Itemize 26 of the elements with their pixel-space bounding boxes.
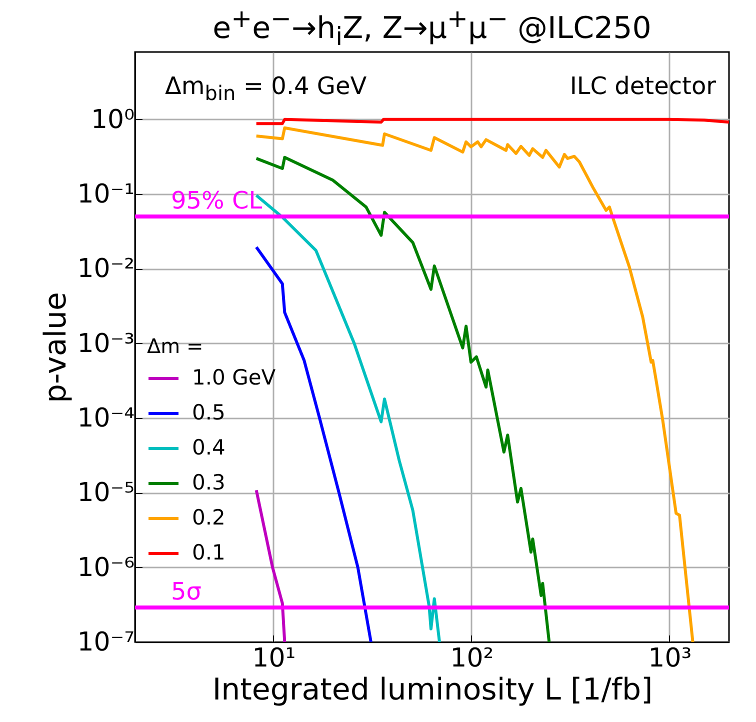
x-tick-label: 10¹ bbox=[252, 644, 296, 674]
legend-label: 0.3 bbox=[192, 470, 226, 494]
legend-label: 0.5 bbox=[192, 400, 226, 424]
y-tick-label: 10⁻⁷ bbox=[77, 628, 134, 658]
legend-label: 0.4 bbox=[192, 436, 226, 460]
annotation: ILC detector bbox=[570, 72, 716, 100]
chart-title: e$^{+}$e$^{−}$→h$_{i}$Z, Z→μ$^{+}$μ$^{−}$ @ILC250 bbox=[212, 4, 652, 51]
ref-line-label: 95% CL bbox=[171, 186, 263, 215]
x-tick-label: 10³ bbox=[648, 644, 692, 674]
ref-line-label: 5σ bbox=[171, 577, 202, 606]
y-tick-label: 10⁻¹ bbox=[77, 180, 134, 210]
annotation: Δm$_{bin}$ = 0.4 GeV bbox=[165, 72, 367, 105]
y-tick-label: 10⁻³ bbox=[77, 328, 134, 359]
y-tick-label: 10⁰ bbox=[90, 104, 134, 135]
y-tick-label: 10⁻² bbox=[77, 254, 134, 284]
line-series bbox=[254, 488, 286, 642]
legend-label: 0.2 bbox=[192, 506, 226, 530]
legend-label: 1.0 GeV bbox=[192, 366, 276, 390]
legend-title: Δm = bbox=[147, 334, 204, 358]
legend-label: 0.1 bbox=[192, 540, 226, 564]
x-axis-title: Integrated luminosity L [1/fb] bbox=[212, 672, 653, 708]
y-tick-label: 10⁻⁵ bbox=[77, 478, 134, 508]
y-axis-title: p-value bbox=[38, 292, 74, 404]
y-tick-label: 10⁻⁴ bbox=[77, 404, 134, 434]
y-tick-label: 10⁻⁶ bbox=[77, 552, 134, 583]
x-tick-label: 10² bbox=[450, 644, 494, 674]
